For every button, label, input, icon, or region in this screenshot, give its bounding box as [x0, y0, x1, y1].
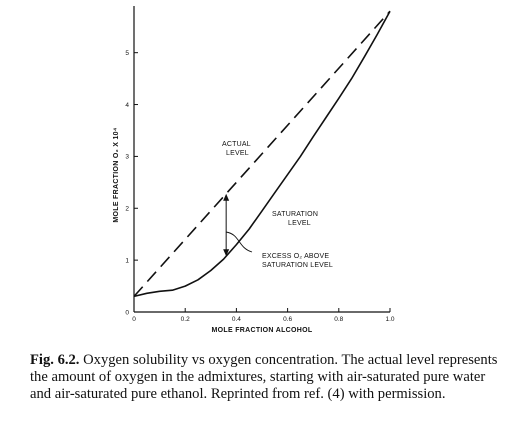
- excess-label-line2: SATURATION LEVEL: [262, 262, 333, 269]
- x-tick-label: 0: [132, 316, 136, 323]
- y-tick-label: 4: [125, 102, 129, 109]
- y-axis-title: MOLE FRACTION O₂ X 10⁴: [113, 127, 120, 222]
- saturation-level-label-line1: SATURATION: [272, 211, 318, 218]
- y-tick-label: 0: [125, 309, 129, 316]
- saturation-level-label-line2: LEVEL: [288, 220, 311, 227]
- x-tick-label: 0.2: [181, 316, 190, 323]
- x-axis-title: MOLE FRACTION ALCOHOL: [212, 327, 313, 334]
- actual-level-label-line1: ACTUAL: [222, 141, 251, 148]
- x-tick-label: 0.4: [232, 316, 241, 323]
- figure-caption-text: Oxygen solubility vs oxygen concentratio…: [30, 352, 498, 402]
- x-tick-label: 0.8: [334, 316, 343, 323]
- y-tick-label: 3: [125, 154, 129, 161]
- excess-label-line1: EXCESS O₂ ABOVE: [262, 253, 329, 260]
- y-tick-label: 2: [125, 206, 129, 213]
- actual-level-line: [133, 10, 391, 297]
- figure-caption: Fig. 6.2. Oxygen solubility vs oxygen co…: [30, 352, 500, 403]
- y-tick-label: 1: [125, 257, 129, 264]
- figure-label: Fig. 6.2.: [30, 352, 80, 368]
- x-tick-label: 0.6: [283, 316, 292, 323]
- x-tick-label: 1.0: [385, 316, 394, 323]
- excess-leader-line: [225, 231, 253, 253]
- y-tick-label: 5: [125, 50, 129, 57]
- saturation-level-line: [133, 10, 391, 298]
- actual-level-label-line2: LEVEL: [226, 150, 249, 157]
- excess-arrow-head-down: [223, 249, 230, 257]
- excess-arrow-head-up: [223, 193, 230, 201]
- oxygen-solubility-chart: 0 0.2 0.4 0.6 0.8 1.0 0 1 2 3 4 5 ACTUAL LEVEL SATU…: [113, 6, 395, 334]
